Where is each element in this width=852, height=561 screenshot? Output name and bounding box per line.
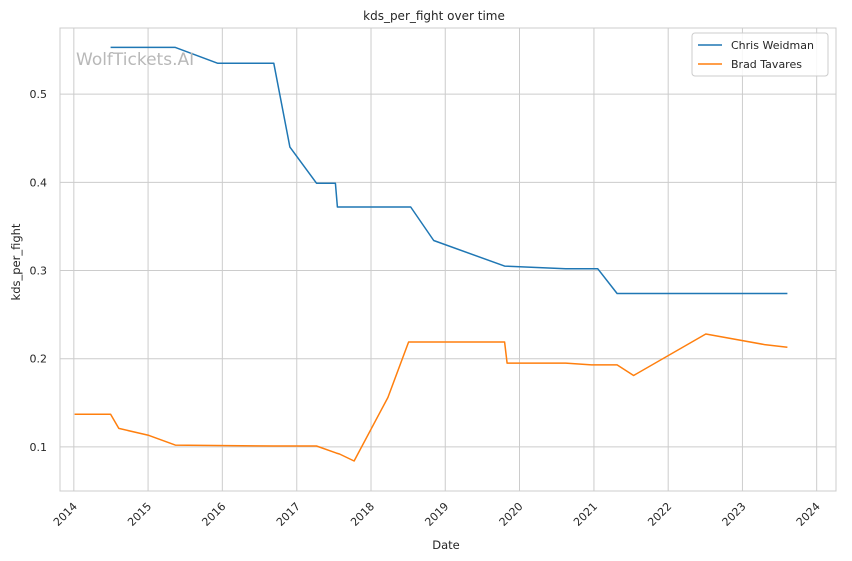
x-tick-label: 2015	[125, 500, 154, 529]
x-tick-label: 2024	[794, 500, 823, 529]
y-tick-label: 0.3	[30, 265, 48, 278]
chart-title: kds_per_fight over time	[363, 9, 505, 23]
x-tick-label: 2018	[348, 500, 377, 529]
plot-frame	[59, 27, 837, 492]
legend-box	[691, 32, 829, 77]
x-tick-label: 2017	[274, 500, 303, 529]
x-tick-label: 2022	[645, 500, 674, 529]
series-line-chris-weidman	[110, 46, 788, 295]
series-lines	[74, 46, 788, 462]
x-tick-label: 2021	[571, 500, 600, 529]
y-axis-title: kds_per_fight	[9, 223, 23, 300]
y-tick-label: 0.5	[30, 88, 48, 101]
grid	[60, 28, 836, 491]
x-tick-label: 2020	[497, 500, 526, 529]
y-axis-ticks: 0.1 0.2 0.3 0.4 0.5	[30, 88, 48, 454]
series-line-brad-tavares	[74, 333, 788, 462]
x-tick-label: 2023	[720, 500, 749, 529]
x-tick-label: 2016	[199, 500, 228, 529]
legend-label-brad-tavares: Brad Tavares	[731, 58, 802, 71]
legend: Chris Weidman Brad Tavares	[691, 32, 829, 77]
x-axis-title: Date	[432, 538, 460, 552]
y-tick-label: 0.2	[30, 353, 48, 366]
watermark-text: WolfTickets.AI	[76, 50, 194, 70]
x-tick-label: 2019	[422, 500, 451, 529]
legend-label-chris-weidman: Chris Weidman	[731, 39, 814, 52]
y-tick-label: 0.4	[30, 176, 48, 189]
x-axis-ticks: 2014 2015 2016 2017 2018 2019 2020 2021 2022 2023…	[51, 500, 823, 529]
x-tick-label: 2014	[51, 500, 80, 529]
y-tick-label: 0.1	[30, 441, 48, 454]
